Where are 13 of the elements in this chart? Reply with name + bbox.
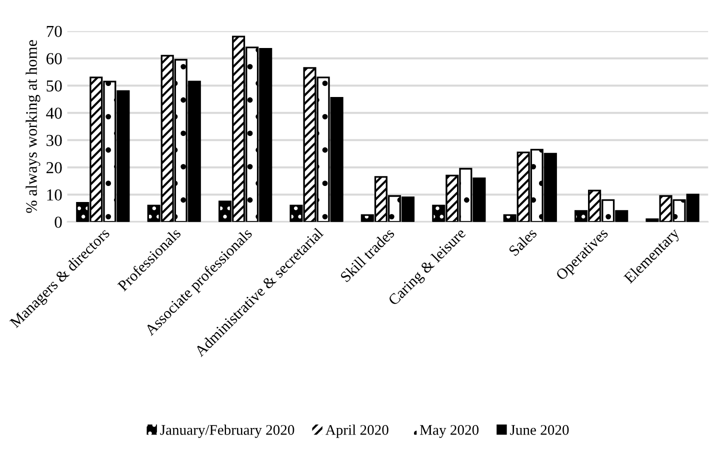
y-tick-label: 30 xyxy=(46,134,62,146)
y-tick-label: 60 xyxy=(46,53,62,64)
y-tick-label: 50 xyxy=(46,80,62,92)
legend-label: May 2020 xyxy=(420,425,479,438)
legend-label: April 2020 xyxy=(325,424,388,438)
y-tick-label: 0 xyxy=(54,216,62,228)
legend-label: January/February 2020 xyxy=(160,424,294,438)
y-tick-label: 10 xyxy=(47,189,62,201)
legend-label: June 2020 xyxy=(510,425,569,435)
y-tick-label: 40 xyxy=(46,108,62,119)
y-tick-label: 70 xyxy=(46,26,62,38)
y-axis-title: % always working at home xyxy=(26,40,40,213)
y-tick-label: 20 xyxy=(46,162,62,174)
